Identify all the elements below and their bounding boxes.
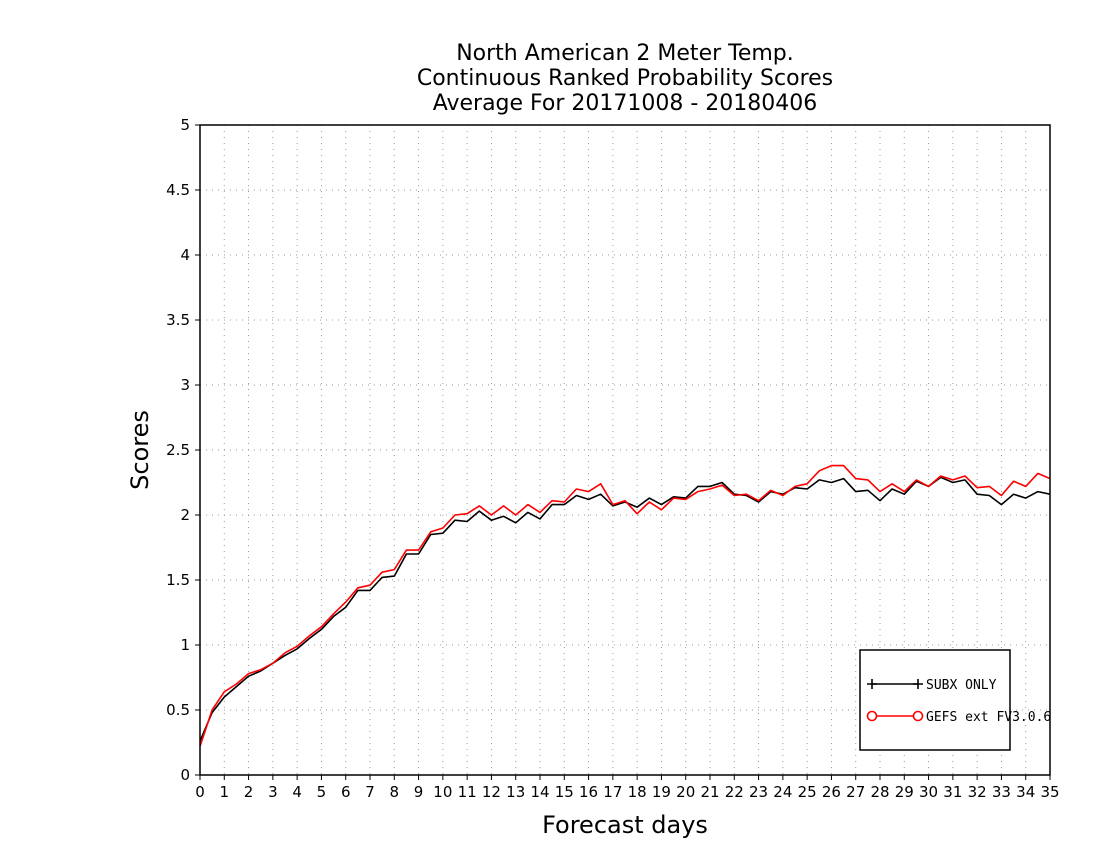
y-tick-label: 2.5 bbox=[166, 441, 190, 459]
y-tick-label: 1.5 bbox=[166, 571, 190, 589]
series-lines bbox=[199, 464, 1051, 747]
x-tick-label: 5 bbox=[317, 783, 327, 801]
x-tick-label: 12 bbox=[482, 783, 501, 801]
x-tick-label: 23 bbox=[749, 783, 768, 801]
x-tick-label: 8 bbox=[390, 783, 400, 801]
y-tick-label: 1 bbox=[180, 636, 190, 654]
x-tick-label: 31 bbox=[943, 783, 962, 801]
x-tick-label: 35 bbox=[1040, 783, 1059, 801]
title-line-2: Continuous Ranked Probability Scores bbox=[417, 66, 833, 91]
x-tick-label: 7 bbox=[365, 783, 375, 801]
x-tick-label: 28 bbox=[870, 783, 889, 801]
x-tick-label: 6 bbox=[341, 783, 351, 801]
x-tick-label: 13 bbox=[506, 783, 525, 801]
x-tick-label: 33 bbox=[992, 783, 1011, 801]
y-tick-label: 2 bbox=[180, 506, 190, 524]
legend-marker-plus bbox=[913, 679, 923, 689]
x-tick-label: 2 bbox=[244, 783, 254, 801]
x-tick-label: 10 bbox=[433, 783, 452, 801]
chart-title: North American 2 Meter Temp. Continuous … bbox=[417, 41, 833, 116]
x-tick-label: 0 bbox=[195, 783, 205, 801]
y-tick-label: 3 bbox=[180, 376, 190, 394]
x-tick-label: 4 bbox=[292, 783, 302, 801]
legend-marker-circle bbox=[866, 710, 878, 722]
x-tick-label: 17 bbox=[603, 783, 622, 801]
x-tick-label: 25 bbox=[798, 783, 817, 801]
x-tick-label: 29 bbox=[895, 783, 914, 801]
y-tick-label: 4.5 bbox=[166, 181, 190, 199]
x-tick-label: 30 bbox=[919, 783, 938, 801]
y-tick-label: 3.5 bbox=[166, 311, 190, 329]
x-tick-label: 24 bbox=[773, 783, 792, 801]
x-tick-label: 26 bbox=[822, 783, 841, 801]
legend-marker-circle bbox=[912, 710, 924, 722]
x-tick-label: 11 bbox=[458, 783, 477, 801]
y-tick-label: 0.5 bbox=[166, 701, 190, 719]
y-tick-label: 0 bbox=[180, 766, 190, 784]
legend-marker-plus bbox=[867, 679, 877, 689]
y-axis-title: Scores bbox=[126, 410, 154, 490]
x-tick-label: 16 bbox=[579, 783, 598, 801]
x-tick-label: 20 bbox=[676, 783, 695, 801]
x-tick-label: 3 bbox=[268, 783, 278, 801]
legend: SUBX ONLY GEFS ext FV3.0.6 bbox=[859, 649, 1051, 751]
series-line-1 bbox=[199, 476, 1051, 742]
x-tick-label: 21 bbox=[700, 783, 719, 801]
x-tick-label: 1 bbox=[220, 783, 230, 801]
x-tick-label: 14 bbox=[530, 783, 549, 801]
x-tick-label: 19 bbox=[652, 783, 671, 801]
series-line-2 bbox=[199, 464, 1051, 747]
legend-box bbox=[859, 649, 1011, 751]
title-line-1: North American 2 Meter Temp. bbox=[456, 41, 794, 66]
x-axis-title: Forecast days bbox=[542, 811, 708, 839]
legend-label-2: GEFS ext FV3.0.6 bbox=[926, 710, 1051, 725]
x-tick-label: 18 bbox=[628, 783, 647, 801]
x-tick-label: 32 bbox=[968, 783, 987, 801]
x-tick-label: 9 bbox=[414, 783, 424, 801]
y-tick-label: 4 bbox=[180, 246, 190, 264]
legend-label-1: SUBX ONLY bbox=[926, 678, 997, 693]
x-tick-label: 34 bbox=[1016, 783, 1035, 801]
y-tick-label: 5 bbox=[180, 116, 190, 134]
x-tick-label: 22 bbox=[725, 783, 744, 801]
x-tick-label: 15 bbox=[555, 783, 574, 801]
x-tick-label: 27 bbox=[846, 783, 865, 801]
title-line-3: Average For 20171008 - 20180406 bbox=[433, 91, 818, 116]
axis-ticks: 0 1 2 3 4 5 6 7 8 9 10 11 12 13 14 15 16 17 18 19 20 21 22 23 24… bbox=[166, 116, 1059, 801]
